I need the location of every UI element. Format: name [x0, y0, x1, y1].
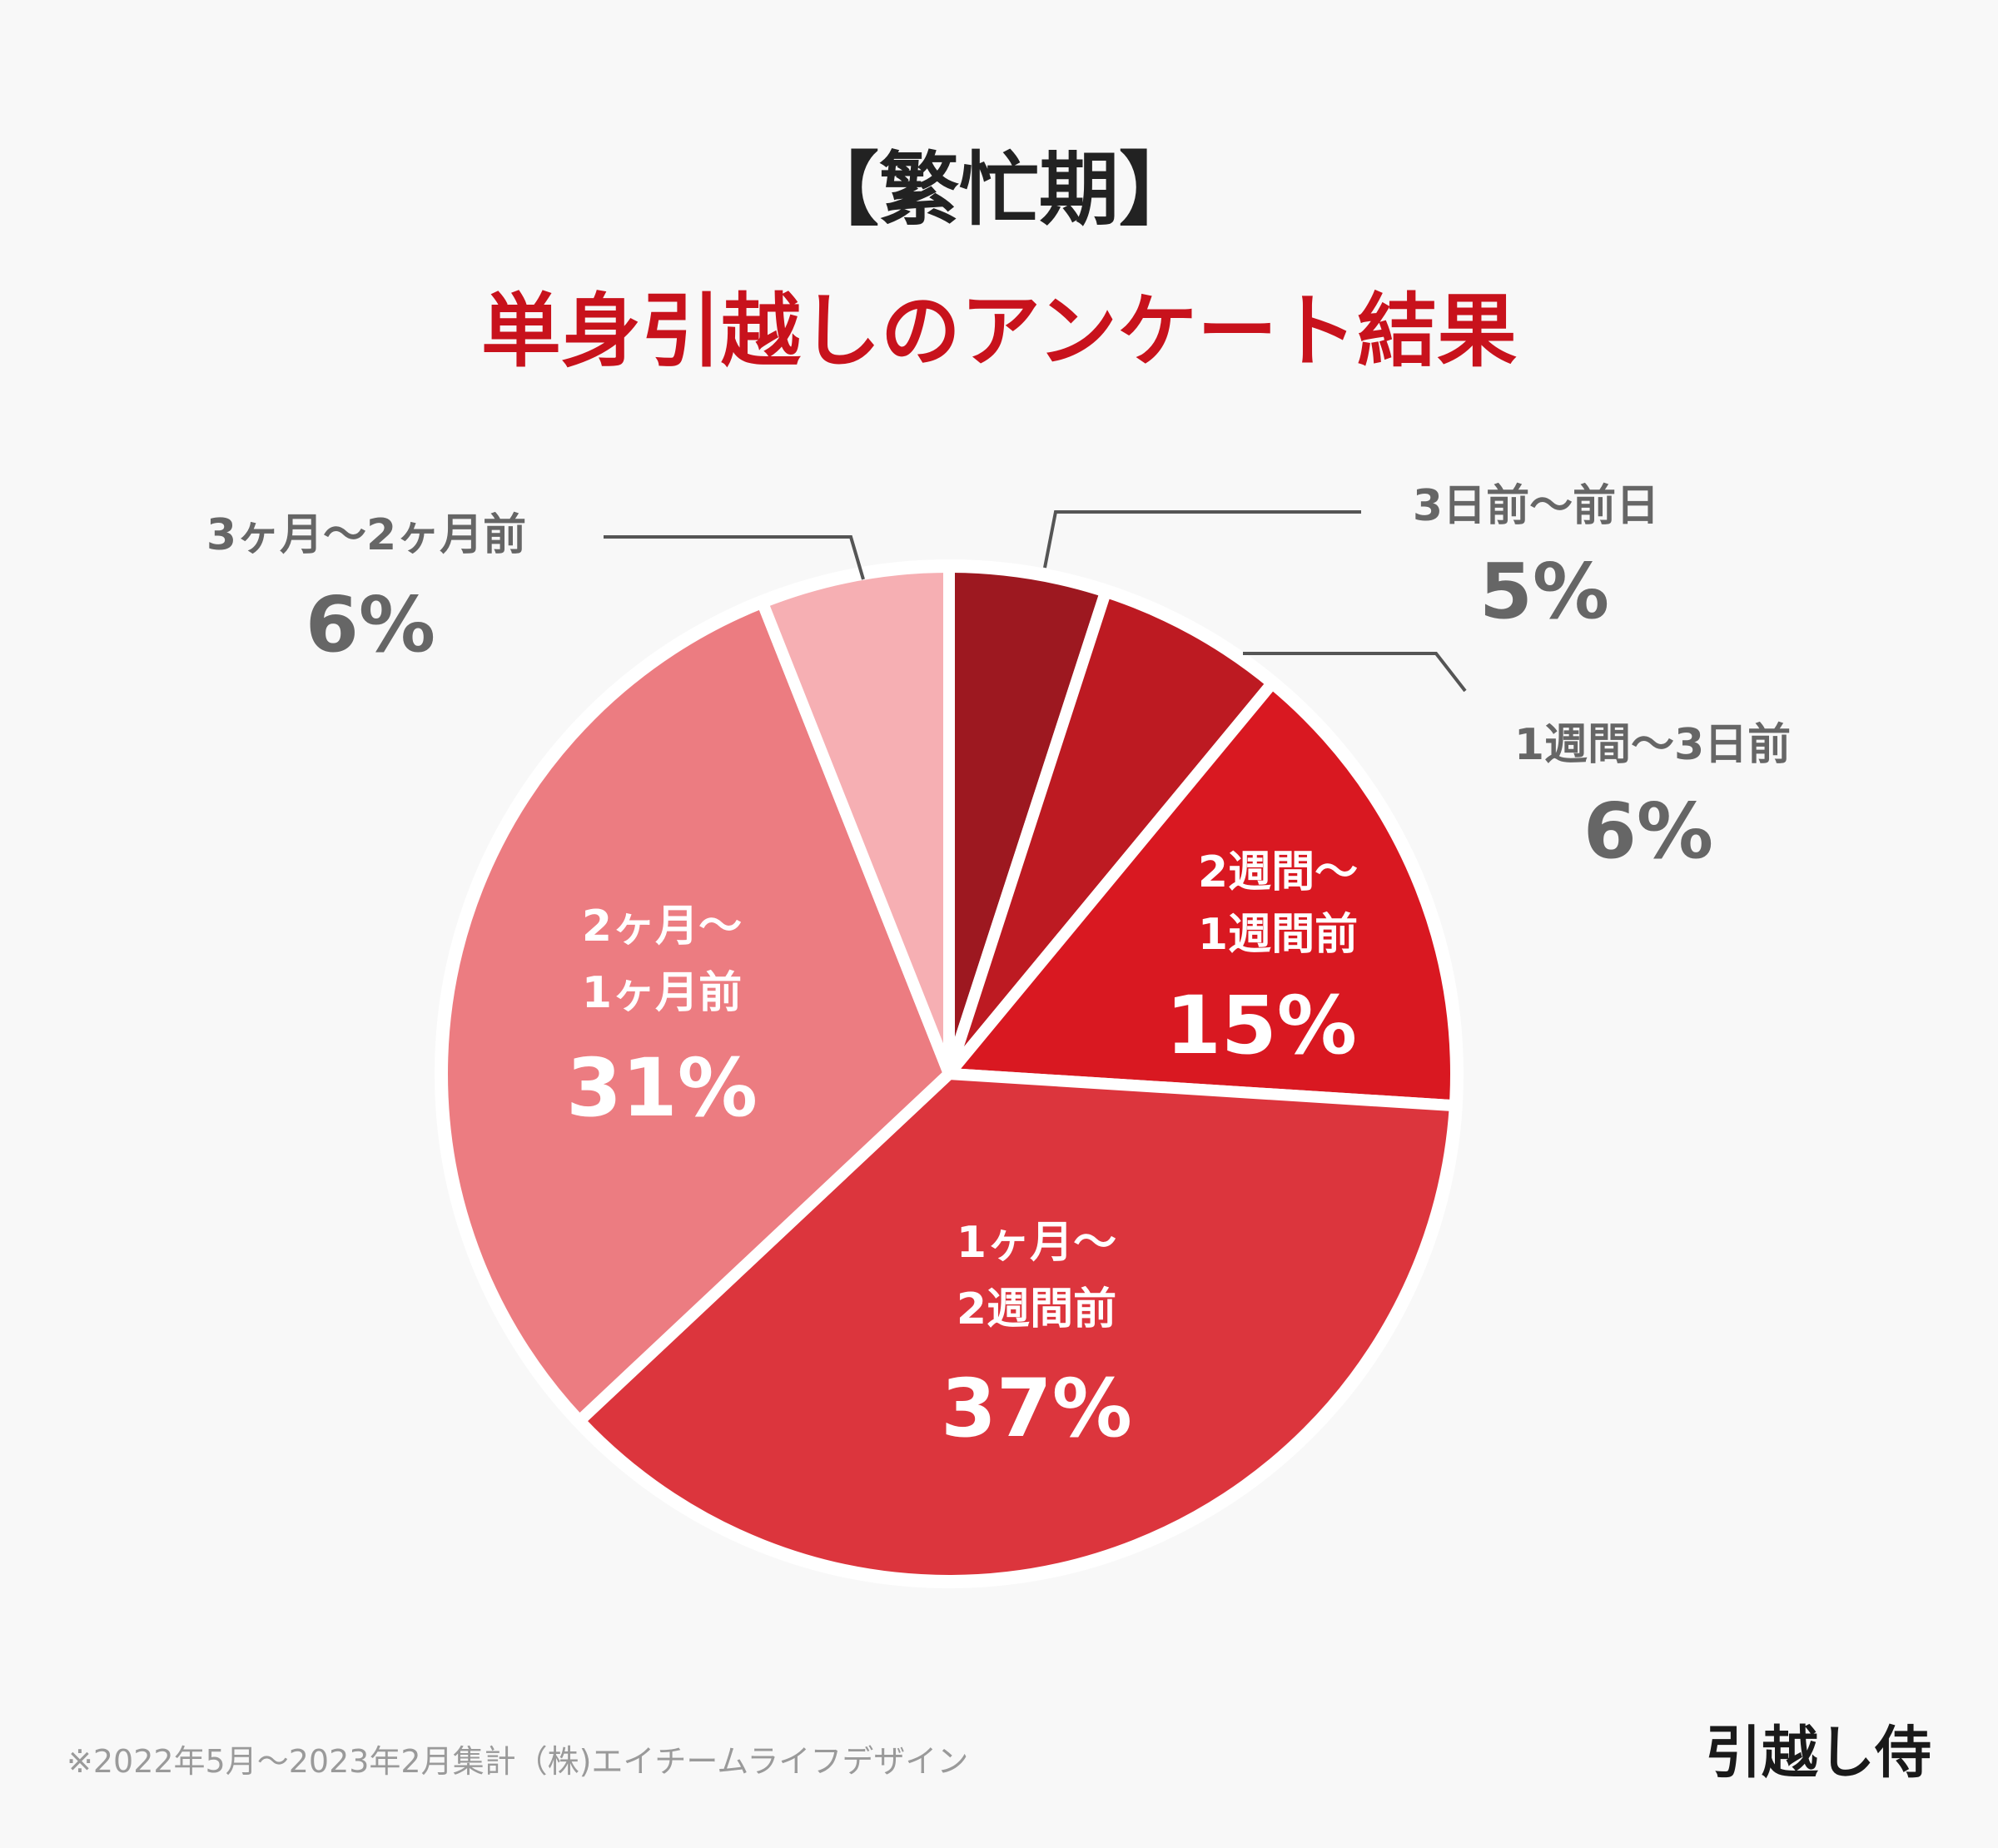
leader-line-s1 [1043, 510, 1361, 569]
slice-label-s3-line1: 2週間〜 [1198, 847, 1358, 897]
leader-line-s2 [1243, 652, 1467, 693]
slice-pct-s6: 6% [306, 580, 435, 669]
slice-label-s2: 1週間〜3日前 [1514, 720, 1791, 770]
footnote: ※2022年5月〜2023年2月集計（株)エイチームライフデザイン [67, 1743, 969, 1780]
slice-pct-s3: 15% [1166, 979, 1357, 1072]
slice-label-s6: 3ヶ月〜2ヶ月前 [206, 510, 526, 560]
leader-line-s6 [604, 535, 865, 580]
pie-slices [435, 559, 1464, 1588]
slice-label-s3-line2: 1週間前 [1198, 910, 1358, 960]
pie-outer-ring [435, 559, 1464, 1588]
slice-label-s1: 3日前〜前日 [1413, 481, 1659, 531]
chart-subtitle: 単身引越しのアンケート結果 [480, 285, 1518, 378]
slice-label-s4-line1: 1ヶ月〜 [957, 1218, 1116, 1268]
chart-title: 【繁忙期】 [799, 143, 1199, 236]
brand-logo: 引越し侍 [1704, 1721, 1931, 1786]
slice-pct-s4: 37% [941, 1362, 1132, 1455]
slice-label-s5-line1: 2ヶ月〜 [582, 902, 742, 951]
slice-pct-s2: 6% [1583, 787, 1713, 876]
slice-pct-s1: 5% [1479, 547, 1609, 636]
slice-pct-s5: 31% [566, 1041, 758, 1135]
slice-label-s5-line2: 1ヶ月前 [582, 968, 742, 1018]
slice-label-s4-line2: 2週間前 [957, 1284, 1116, 1334]
